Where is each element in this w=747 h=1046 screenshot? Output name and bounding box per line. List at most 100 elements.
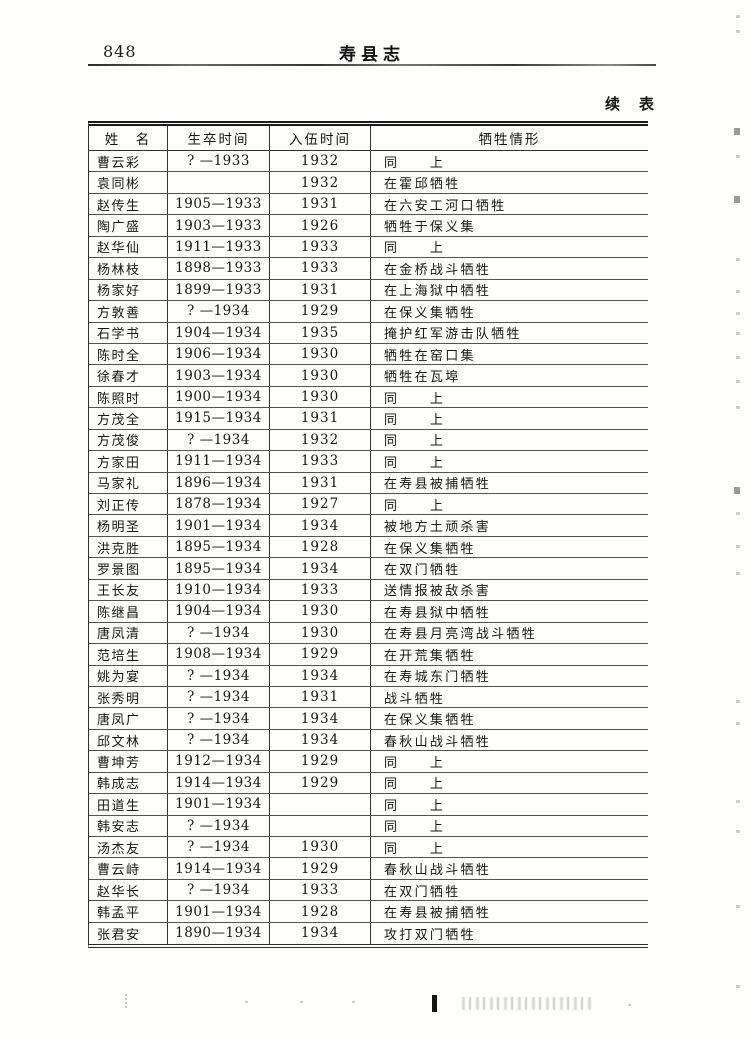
cell-enlist: 1935 bbox=[270, 322, 371, 343]
scan-artifact-edge bbox=[736, 700, 740, 703]
table-row: 方茂俊 ? —1934 1932 同 上 bbox=[89, 429, 648, 452]
cell-enlist: 1932 bbox=[270, 172, 371, 193]
cell-enlist: 1929 bbox=[270, 858, 371, 879]
scan-artifact-dot bbox=[300, 1001, 303, 1003]
cell-name: 陈继昌 bbox=[89, 601, 168, 622]
cell-name: 方敦善 bbox=[89, 301, 168, 322]
cell-enlist: 1930 bbox=[270, 601, 371, 622]
cell-dates: 1901—1934 bbox=[168, 794, 270, 815]
table-row: 张秀明 ? —1934 1931 战斗牺牲 bbox=[89, 686, 648, 709]
cell-enlist: 1931 bbox=[270, 408, 371, 429]
cell-dates: 1890—1934 bbox=[168, 922, 270, 945]
cell-enlist: 1929 bbox=[270, 772, 371, 794]
cell-enlist: 1928 bbox=[270, 536, 371, 558]
scan-artifact-edge bbox=[734, 128, 740, 135]
cell-enlist: 1931 bbox=[270, 279, 371, 301]
cell-fate: 在寿县被捕牺牲 bbox=[384, 906, 492, 922]
cell-dates: ? —1934 bbox=[168, 622, 270, 644]
cell-name: 杨家好 bbox=[89, 279, 168, 301]
table-row: 汤杰友 ? —1934 1930 同 上 bbox=[89, 837, 648, 859]
cell-fate: 战斗牺牲 bbox=[384, 691, 446, 707]
cell-enlist: 1934 bbox=[270, 922, 371, 945]
cell-name: 姚为宴 bbox=[89, 665, 168, 686]
cell-fate: 牺牲于保义集 bbox=[384, 220, 476, 236]
cell-dates: 1914—1934 bbox=[168, 858, 270, 879]
cell-fate: 在开荒集牺牲 bbox=[384, 648, 476, 664]
cell-enlist: 1933 bbox=[270, 451, 371, 472]
cell-dates: 1914—1934 bbox=[168, 772, 270, 794]
cell-dates: 1896—1934 bbox=[168, 472, 270, 493]
cell-dates: 1910—1934 bbox=[168, 579, 270, 601]
cell-enlist: 1934 bbox=[270, 515, 371, 536]
cell-dates: 1915—1934 bbox=[168, 408, 270, 429]
cell-enlist: 1933 bbox=[270, 879, 371, 901]
scan-artifact-edge bbox=[736, 155, 740, 158]
header-cell-dates: 生卒时间 bbox=[168, 126, 270, 150]
cell-name: 徐春才 bbox=[89, 365, 168, 386]
scan-artifact-edge bbox=[736, 545, 740, 548]
cell-fate: 在六安工河口牺牲 bbox=[384, 198, 507, 214]
cell-name: 唐凤广 bbox=[89, 708, 168, 729]
cell-dates: 1905—1933 bbox=[168, 193, 270, 215]
scan-artifact-edge bbox=[736, 905, 740, 908]
table-row: 方茂全 1915—1934 1931 同 上 bbox=[89, 408, 648, 430]
cell-dates: 1912—1934 bbox=[168, 751, 270, 772]
cell-name: 洪克胜 bbox=[89, 536, 168, 558]
cell-enlist: 1929 bbox=[270, 301, 371, 322]
cell-dates: ? —1934 bbox=[168, 429, 270, 451]
cell-enlist: 1930 bbox=[270, 622, 371, 644]
scan-artifact-edge bbox=[736, 406, 740, 409]
cell-name: 韩安志 bbox=[89, 815, 168, 836]
cell-name: 杨林枝 bbox=[89, 258, 168, 279]
table-row: 杨林枝 1898—1933 1933 在金桥战斗牺牲 bbox=[89, 258, 648, 280]
book-title: 寿县志 bbox=[339, 45, 405, 65]
cell-dates: 1898—1933 bbox=[168, 258, 270, 279]
cell-dates: ? —1934 bbox=[168, 686, 270, 708]
cell-name: 陶广盛 bbox=[89, 215, 168, 236]
table-row: 杨明圣 1901—1934 1934 被地方土顽杀害 bbox=[89, 515, 648, 537]
table-body: 曹云彩 ? —1933 1932 同 上 袁同彬 1932 在霍邱牺牲 赵传生 … bbox=[89, 151, 648, 945]
cell-name: 赵传生 bbox=[89, 193, 168, 215]
cell-enlist bbox=[270, 815, 371, 836]
cell-fate: 同 上 bbox=[384, 820, 446, 836]
cell-dates: ? —1934 bbox=[168, 301, 270, 322]
cell-fate: 同 上 bbox=[384, 777, 446, 793]
scan-artifact-edge bbox=[736, 800, 740, 803]
cell-name: 曹坤芳 bbox=[89, 751, 168, 772]
cell-enlist: 1931 bbox=[270, 686, 371, 708]
table-row: 姚为宴 ? —1934 1934 在寿城东门牺牲 bbox=[89, 665, 648, 687]
table-row: 马家礼 1896—1934 1931 在寿县被捕牺牲 bbox=[89, 472, 648, 494]
table-row: 韩成志 1914—1934 1929 同 上 bbox=[89, 772, 648, 795]
table-row: 唐凤广 ? —1934 1934 在保义集牺牲 bbox=[89, 708, 648, 730]
header-cell-name: 姓 名 bbox=[89, 126, 168, 150]
cell-enlist: 1930 bbox=[270, 343, 371, 365]
cell-dates: ? —1933 bbox=[168, 151, 270, 172]
cell-dates: ? —1934 bbox=[168, 708, 270, 729]
cell-name: 石学书 bbox=[89, 322, 168, 343]
scan-artifact-edge bbox=[736, 830, 740, 833]
scan-artifact-edge bbox=[736, 312, 740, 315]
cell-fate: 同 上 bbox=[384, 412, 446, 428]
cell-name: 马家礼 bbox=[89, 472, 168, 493]
cell-name: 方茂俊 bbox=[89, 429, 168, 451]
table-row: 范培生 1908—1934 1929 在开荒集牺牲 bbox=[89, 644, 648, 666]
cell-fate: 在保义集牺牲 bbox=[384, 305, 476, 321]
cell-enlist: 1932 bbox=[270, 429, 371, 451]
header-cell-fate: 牺牲情形 bbox=[478, 132, 541, 148]
table-row: 曹坤芳 1912—1934 1929 同 上 bbox=[89, 751, 648, 773]
scan-artifact-edge bbox=[736, 30, 740, 33]
cell-name: 杨明圣 bbox=[89, 515, 168, 536]
cell-name: 韩孟平 bbox=[89, 901, 168, 922]
cell-fate: 牺牲在瓦埠 bbox=[384, 370, 461, 386]
cell-fate: 在寿县月亮湾战斗牺牲 bbox=[384, 627, 538, 643]
martyr-roster-table: 姓 名 生卒时间 入伍时间 牺牲情形 曹云彩 ? —1933 1932 同 上 … bbox=[88, 121, 648, 949]
cell-enlist: 1932 bbox=[270, 151, 371, 172]
cell-name: 韩成志 bbox=[89, 772, 168, 794]
cell-enlist: 1934 bbox=[270, 558, 371, 579]
table-header: 姓 名 生卒时间 入伍时间 牺牲情形 bbox=[89, 126, 648, 151]
cell-dates: ? —1934 bbox=[168, 837, 270, 858]
cell-enlist: 1931 bbox=[270, 472, 371, 493]
cell-enlist: 1929 bbox=[270, 751, 371, 772]
scan-artifact-edge bbox=[736, 722, 740, 725]
cell-fate: 同 上 bbox=[384, 241, 446, 257]
